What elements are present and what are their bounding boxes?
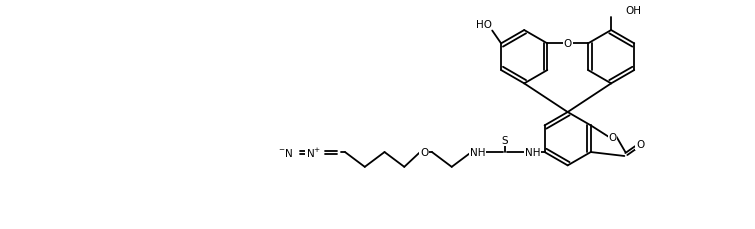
Text: HO: HO [476,19,492,30]
Text: NH: NH [470,147,485,157]
Text: $\mathsf{N}$: $\mathsf{N}$ [310,146,319,158]
Text: O: O [636,139,644,150]
Text: O: O [563,39,572,49]
Text: S: S [502,136,508,146]
Text: OH: OH [625,6,641,16]
Text: O: O [420,147,428,157]
Text: N$^{+}$: N$^{+}$ [306,146,322,159]
Text: O: O [609,132,617,142]
Text: $^{-}$N: $^{-}$N [279,146,294,158]
Text: NH: NH [525,147,541,157]
